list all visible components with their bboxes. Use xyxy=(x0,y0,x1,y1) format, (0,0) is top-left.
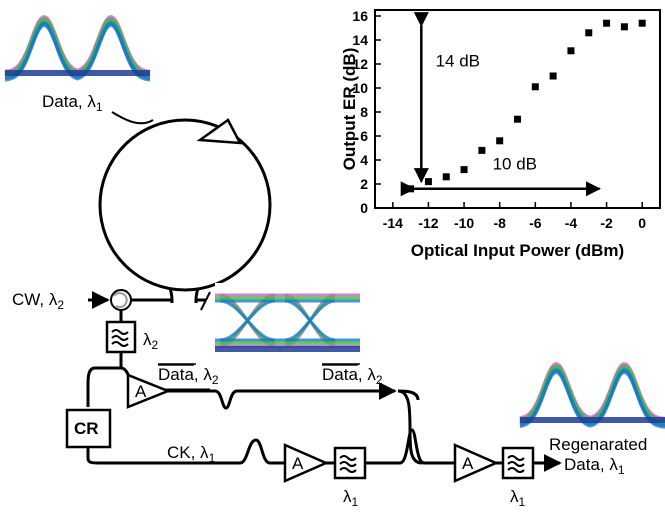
data-point xyxy=(514,115,521,123)
coupler-1 xyxy=(214,389,238,410)
input-fiber xyxy=(111,111,154,125)
plot-frame xyxy=(374,9,661,209)
data-point xyxy=(603,19,611,27)
eye-trace xyxy=(284,299,336,342)
data-point xyxy=(424,178,432,186)
amplifier-3 xyxy=(453,443,500,483)
data-point xyxy=(478,146,486,154)
data-point xyxy=(567,47,575,55)
y-tick-label: 2 xyxy=(360,176,368,192)
filter-3-label: λ1 xyxy=(510,487,526,509)
clock-recovery-label: CR xyxy=(74,419,99,438)
filter-1 xyxy=(105,320,137,354)
x-tick-label: -4 xyxy=(565,215,578,231)
chart-y-axis-label: Output ER (dB) xyxy=(340,48,359,171)
clock-recovery-box xyxy=(65,408,112,449)
fiber-loop xyxy=(98,118,272,292)
y-tick-label: 6 xyxy=(360,128,368,144)
data-point xyxy=(442,173,450,181)
y-tick-label: 16 xyxy=(352,8,368,24)
output-eye-diagram xyxy=(519,352,665,429)
data-point xyxy=(460,166,468,174)
termination xyxy=(200,291,211,311)
data-point xyxy=(620,23,628,31)
y-tick-label: 10 xyxy=(352,80,368,96)
annotation-14db-label: 14 dB xyxy=(436,51,480,70)
x-tick-label: -8 xyxy=(493,215,506,231)
y-tick-label: 8 xyxy=(360,104,368,120)
regen-label-2: Data, λ1 xyxy=(564,455,625,477)
split-left xyxy=(86,366,121,407)
regen-label-1: Regenarated xyxy=(549,435,647,454)
filter-2 xyxy=(333,446,367,480)
x-tick-label: 0 xyxy=(638,215,646,231)
amplifier-1 xyxy=(126,373,172,409)
eye-trace xyxy=(4,23,151,82)
y-tick-label: 14 xyxy=(352,32,368,48)
data-point xyxy=(638,19,646,27)
eye-baseline xyxy=(215,346,360,352)
annotation-10db-label: 10 dB xyxy=(493,155,537,174)
circulator-icon xyxy=(113,292,128,309)
coupler-3 xyxy=(239,438,271,465)
input-data-label: Data, λ1 xyxy=(42,92,103,114)
filter-1-icon xyxy=(111,329,129,347)
x-tick-label: -6 xyxy=(529,215,542,231)
er-chart: 0 2 4 6 8 10 12 14 16 -14 -12 -10 -8 -6 -4 -2 0 Optical… xyxy=(340,8,661,260)
inverted-eye-diagram xyxy=(215,283,360,360)
x-tick-label: -2 xyxy=(600,215,613,231)
data-point xyxy=(531,83,539,91)
filter-1-label: λ2 xyxy=(143,330,159,352)
data-bar-label-1: Data, λ2 xyxy=(158,365,219,387)
amplifier-3-label: A xyxy=(462,454,474,473)
y-tick-label: 4 xyxy=(360,152,368,168)
eye-trace xyxy=(519,370,665,429)
coupler-4 xyxy=(399,428,425,465)
loop-coupler xyxy=(168,287,200,304)
data-bar-label-2: Data, λ2 xyxy=(322,365,383,387)
cr-output xyxy=(86,447,240,465)
y-tick-label: 12 xyxy=(352,56,368,72)
loop-amplifier-triangle xyxy=(196,118,243,145)
y-tick-label: 0 xyxy=(360,200,368,216)
amplifier-1-label: A xyxy=(135,382,147,401)
filter-2-icon xyxy=(339,455,357,473)
input-eye-diagram xyxy=(4,5,151,82)
coupler-2-stub xyxy=(397,389,420,401)
filter-3 xyxy=(501,446,535,480)
ck-label: CK, λ1 xyxy=(167,443,216,465)
x-tick-label: -10 xyxy=(454,215,474,231)
amplifier-2 xyxy=(283,443,330,483)
eye-trace xyxy=(219,299,276,342)
eye-baseline xyxy=(520,417,665,423)
x-tick-label: -14 xyxy=(383,215,403,231)
cw-label: CW, λ2 xyxy=(12,290,64,312)
data-point xyxy=(549,72,557,80)
filter-3-icon xyxy=(507,455,525,473)
data-point xyxy=(407,185,415,193)
amplifier-2-label: A xyxy=(292,454,304,473)
data-point xyxy=(496,137,504,145)
chart-x-axis-label: Optical Input Power (dBm) xyxy=(411,241,624,260)
eye-baseline xyxy=(5,70,150,76)
x-tick-label: -12 xyxy=(418,215,438,231)
filter-2-label: λ1 xyxy=(343,487,359,509)
data-point xyxy=(585,29,593,37)
